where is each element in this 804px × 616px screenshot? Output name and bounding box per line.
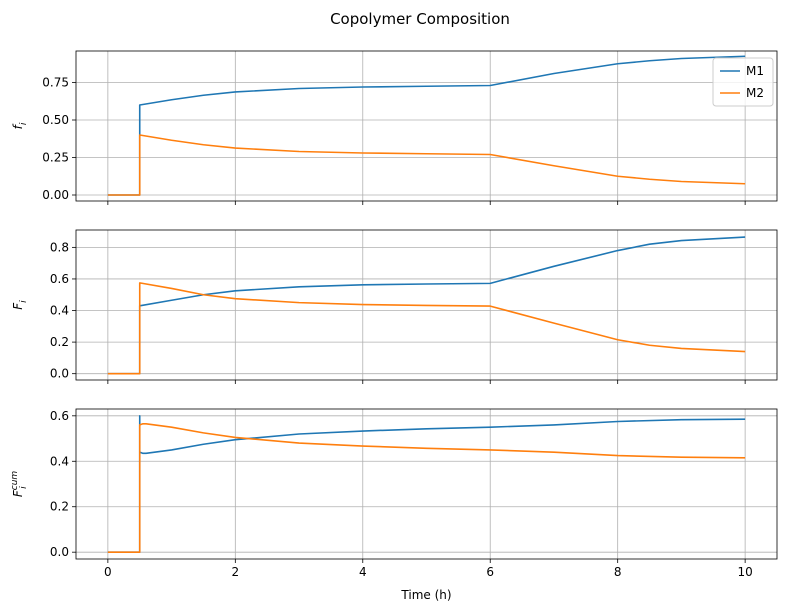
y-axis-label: fi [11,122,29,129]
series-line-m2 [107,134,746,196]
y-tick-label: 0.4 [50,454,69,468]
legend-box [712,57,774,107]
y-tick-label: 0.0 [50,545,69,559]
series-line-m1 [107,55,746,196]
subplot-3: 0 2 4 6 8 10 0.0 0.2 0.4 0.6 Fcumi Time (h) [10,408,778,602]
series-line-m2 [107,422,746,553]
y-tick-label: 0.6 [50,409,69,423]
x-tick-label: 2 [231,565,239,579]
y-axis-label: Fcumi [10,471,29,498]
axes-frame [75,229,778,381]
y-axis-label: Fi [11,300,29,310]
series-line-m1 [107,236,746,375]
y-tick-label: 0.25 [42,151,69,165]
axes-frame [75,408,778,560]
x-axis-label: Time (h) [400,588,451,602]
x-tick-label: 8 [614,565,622,579]
y-tick-label: 0.2 [50,335,69,349]
y-tick-label: 0.0 [50,367,69,381]
series-line-m2 [107,282,746,375]
y-tick-label: 0.00 [42,188,69,202]
x-tick-label: 0 [104,565,112,579]
legend-label-m2: M2 [746,86,764,100]
legend: M1 M2 [712,57,774,107]
x-tick-label: 10 [737,565,752,579]
axes-frame [75,50,778,202]
y-tick-label: 0.4 [50,304,69,318]
subplot-2: 0.0 0.2 0.4 0.6 0.8 Fi [11,229,778,384]
y-tick-label: 0.2 [50,500,69,514]
figure-title: Copolymer Composition [330,10,510,28]
x-tick-label: 6 [486,565,494,579]
y-tick-label: 0.8 [50,240,69,254]
y-tick-label: 0.75 [42,76,69,90]
y-tick-label: 0.6 [50,272,69,286]
legend-label-m1: M1 [746,64,764,78]
x-tick-label: 4 [359,565,367,579]
y-tick-label: 0.50 [42,113,69,127]
subplot-1: 0.00 0.25 0.50 0.75 fi M1 M2 [11,50,778,205]
